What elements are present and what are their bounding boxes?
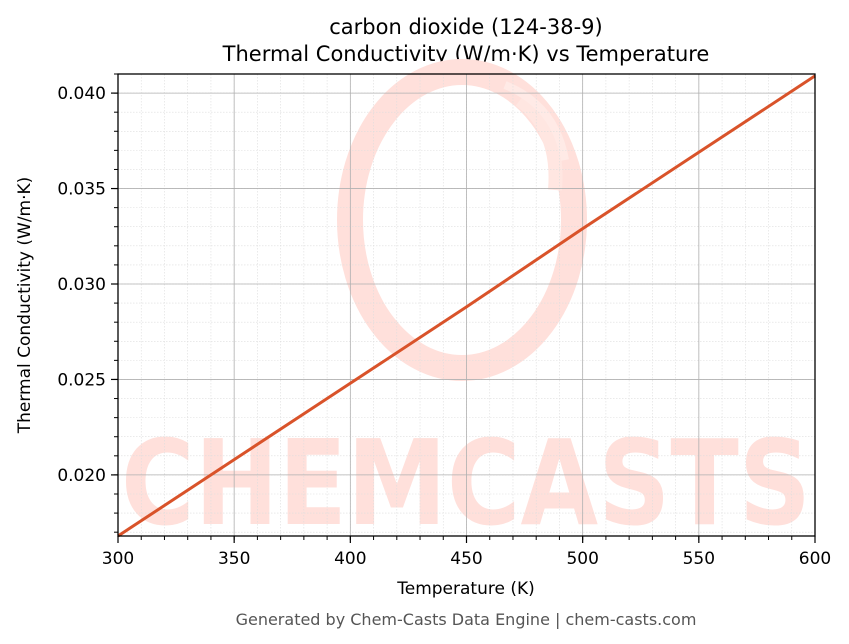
x-tick-label: 500 xyxy=(566,549,598,569)
y-tick-label: 0.025 xyxy=(57,370,106,390)
x-tick-label: 600 xyxy=(799,549,831,569)
x-tick-label: 400 xyxy=(334,549,366,569)
watermark-text: CHEMCASTS xyxy=(121,414,811,552)
x-tick-label: 450 xyxy=(450,549,482,569)
x-axis: 300 350 400 450 500 550 600 xyxy=(102,536,831,569)
plot-area: CHEMCASTS xyxy=(117,59,816,552)
series-line xyxy=(117,74,816,538)
y-axis-label: Thermal Conductivity (W/m·K) xyxy=(15,177,35,435)
x-tick-label: 350 xyxy=(218,549,250,569)
x-axis-label: Temperature (K) xyxy=(396,579,535,599)
series-layer xyxy=(117,74,816,538)
chart-title-line1: carbon dioxide (124-38-9) xyxy=(329,15,602,39)
y-tick-label: 0.040 xyxy=(57,84,106,104)
x-tick-label: 550 xyxy=(683,549,715,569)
x-tick-label: 300 xyxy=(102,549,134,569)
y-axis: 0.020 0.025 0.030 0.035 0.040 xyxy=(57,73,118,533)
y-tick-label: 0.035 xyxy=(57,180,106,200)
y-tick-label: 0.020 xyxy=(57,466,106,486)
y-tick-label: 0.030 xyxy=(57,275,106,295)
footer-credit: Generated by Chem-Casts Data Engine | ch… xyxy=(236,610,697,629)
